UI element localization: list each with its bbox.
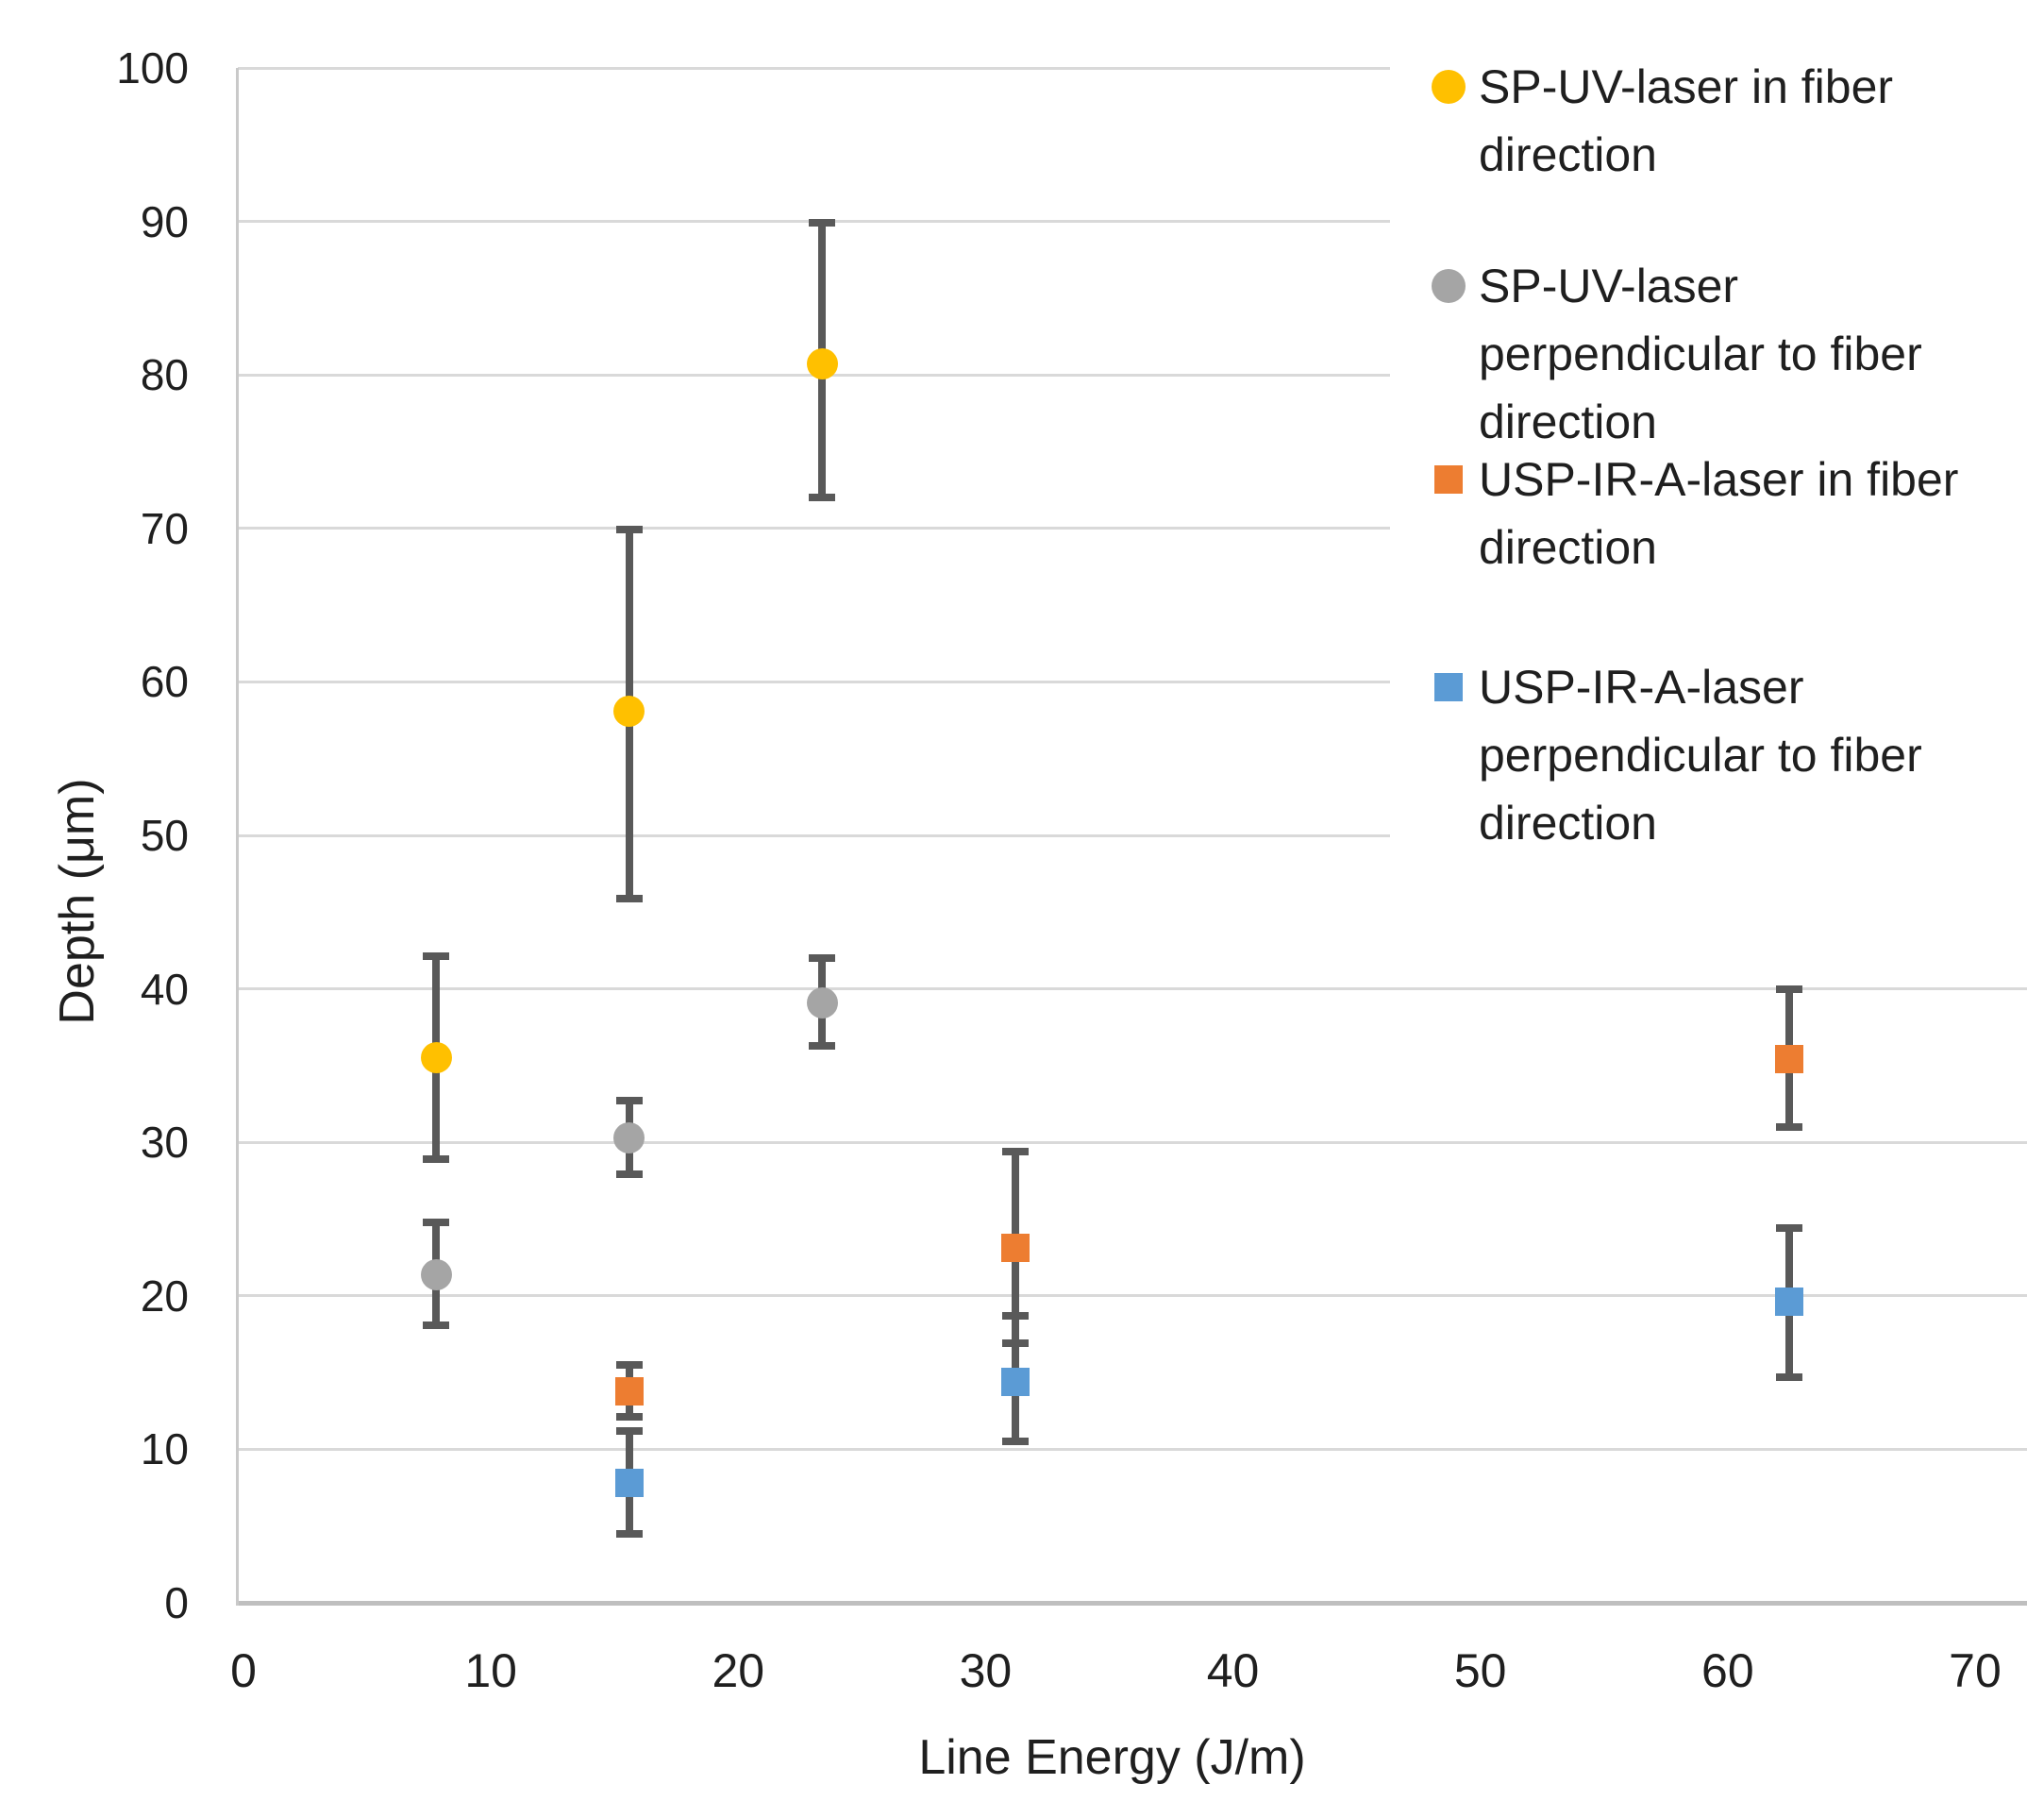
error-bar-cap-bottom-3-0: [615, 1529, 643, 1538]
error-bar-cap-bottom-2-2: [1776, 1122, 1803, 1131]
y-tick-label-20: 20: [140, 1271, 189, 1321]
legend-marker-circle-1: [1432, 269, 1466, 303]
y-axis-line: [236, 68, 239, 1606]
x-tick-label-40: 40: [1206, 1644, 1260, 1697]
x-tick-label-20: 20: [712, 1644, 765, 1697]
error-bar-cap-top-0-2: [809, 219, 836, 227]
legend-item-label-2: USP-IR-A-laser in fiber direction: [1479, 453, 1959, 574]
error-bar-cap-top-2-2: [1776, 985, 1803, 993]
x-tick-label-60: 60: [1701, 1644, 1754, 1697]
gridline-y-10: [238, 1447, 2027, 1451]
data-point-2-2: [1775, 1045, 1804, 1074]
error-bar-cap-bottom-0-1: [615, 894, 643, 902]
x-tick-label-10: 10: [464, 1644, 517, 1697]
y-tick-label-50: 50: [140, 811, 189, 860]
data-point-0-1: [613, 695, 645, 727]
gridline-y-100: [238, 66, 1390, 70]
x-tick-label-30: 30: [959, 1644, 1013, 1697]
x-axis-line: [238, 1601, 2027, 1606]
data-point-0-2: [806, 348, 838, 380]
y-tick-label-60: 60: [140, 657, 189, 707]
error-bar-cap-bottom-2-0: [615, 1413, 643, 1422]
y-tick-label-90: 90: [140, 196, 189, 246]
legend-marker-circle-0: [1432, 70, 1466, 104]
legend-marker-square-3: [1434, 673, 1463, 701]
error-bar-cap-top-2-1: [1001, 1147, 1029, 1155]
gridline-y-70: [238, 527, 1390, 530]
data-point-1-2: [806, 986, 838, 1018]
data-point-0-0: [420, 1042, 452, 1074]
y-tick-label-80: 80: [140, 350, 189, 400]
data-point-3-0: [614, 1469, 644, 1498]
gridline-y-40: [238, 987, 2027, 991]
error-bar-cap-top-1-1: [615, 1097, 643, 1105]
error-bar-cap-bottom-3-2: [1776, 1372, 1803, 1381]
data-point-2-0: [614, 1376, 644, 1406]
error-bar-cap-top-3-0: [615, 1426, 643, 1435]
error-bar-cap-bottom-0-0: [423, 1155, 450, 1164]
gridline-y-30: [238, 1140, 2027, 1144]
data-point-2-1: [1000, 1234, 1030, 1263]
error-bar-cap-top-3-1: [1001, 1311, 1029, 1320]
error-bar-cap-top-2-0: [615, 1360, 643, 1369]
x-tick-label-0: 0: [230, 1644, 257, 1697]
gridline-y-50: [238, 833, 1390, 837]
legend-item-label-3: USP-IR-A-laser perpendicular to fiber dire…: [1479, 661, 1922, 850]
error-bar-cap-bottom-0-2: [809, 494, 836, 502]
error-bar-cap-top-0-0: [423, 952, 450, 961]
y-tick-label-100: 100: [116, 43, 189, 93]
y-tick-label-70: 70: [140, 503, 189, 553]
gridline-y-20: [238, 1294, 2027, 1298]
data-point-1-1: [613, 1121, 645, 1153]
data-point-1-0: [420, 1258, 452, 1290]
x-tick-label-70: 70: [1949, 1644, 2002, 1697]
x-axis-title: Line Energy (J/m): [918, 1730, 1306, 1785]
data-point-3-2: [1775, 1288, 1804, 1317]
y-tick-label-10: 10: [140, 1424, 189, 1474]
error-bar-cap-top-3-2: [1776, 1224, 1803, 1233]
error-bar-cap-top-1-2: [809, 954, 836, 963]
x-tick-label-50: 50: [1453, 1644, 1507, 1697]
legend-item-label-0: SP-UV-laser in fiber direction: [1479, 60, 1894, 181]
error-bar-cap-top-0-1: [615, 526, 643, 534]
y-tick-label-0: 0: [164, 1578, 189, 1627]
error-bar-cap-bottom-1-1: [615, 1170, 643, 1179]
error-bar-cap-bottom-1-0: [423, 1321, 450, 1329]
legend-marker-square-2: [1434, 465, 1463, 494]
error-bar-cap-bottom-3-1: [1001, 1438, 1029, 1446]
gridline-y-60: [238, 680, 1390, 683]
y-tick-label-30: 30: [140, 1118, 189, 1168]
legend-item-label-1: SP-UV-laser perpendicular to fiber directi…: [1479, 260, 1922, 448]
data-point-3-1: [1000, 1367, 1030, 1396]
y-tick-label-40: 40: [140, 964, 189, 1014]
error-bar-cap-bottom-1-2: [809, 1041, 836, 1050]
error-bar-cap-top-1-0: [423, 1218, 450, 1226]
